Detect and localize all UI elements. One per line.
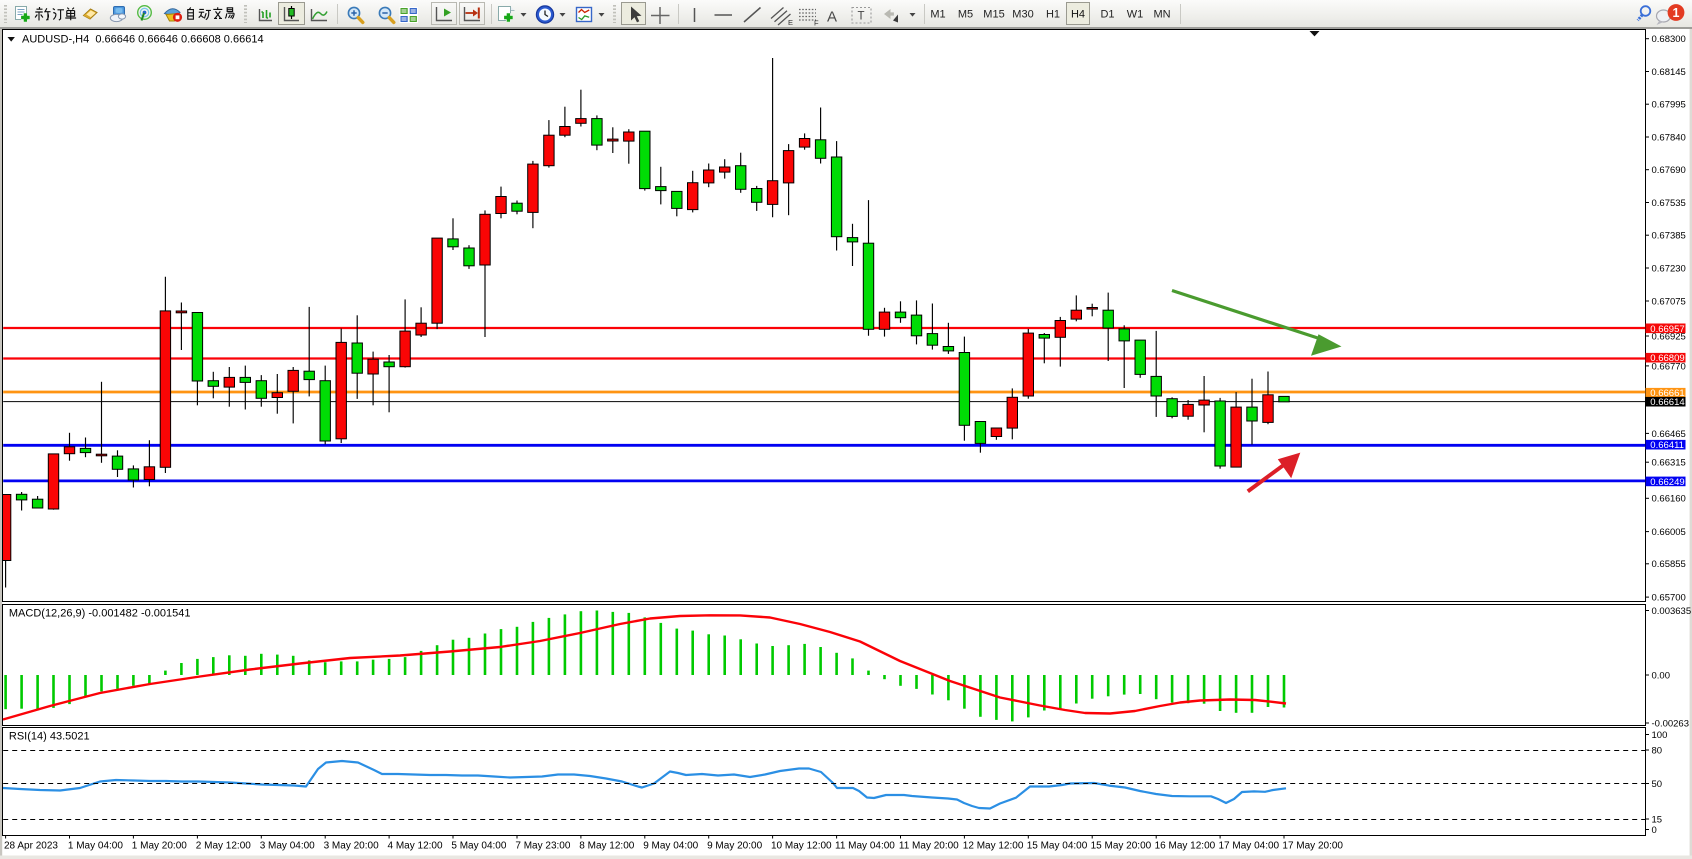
svg-text:80: 80: [1652, 746, 1663, 757]
svg-text:15: 15: [1652, 815, 1663, 826]
svg-text:10 May 12:00: 10 May 12:00: [771, 840, 832, 851]
svg-text:0.66411: 0.66411: [1650, 440, 1684, 451]
svg-text:0.66957: 0.66957: [1650, 324, 1684, 335]
svg-text:0.68145: 0.68145: [1652, 67, 1686, 78]
svg-text:17 May 20:00: 17 May 20:00: [1282, 840, 1343, 851]
svg-text:3 May 04:00: 3 May 04:00: [260, 840, 315, 851]
svg-text:28 Apr 2023: 28 Apr 2023: [4, 840, 58, 851]
svg-text:0.66809: 0.66809: [1650, 353, 1684, 364]
svg-text:0.003635: 0.003635: [1652, 606, 1692, 617]
svg-text:1: 1: [1673, 6, 1680, 20]
svg-text:11 May 04:00: 11 May 04:00: [835, 840, 895, 851]
svg-text:1 May 20:00: 1 May 20:00: [132, 840, 187, 851]
svg-text:H4: H4: [1071, 9, 1085, 21]
svg-text:MACD(12,26,9) -0.001482 -0.001: MACD(12,26,9) -0.001482 -0.001541: [9, 608, 191, 620]
svg-text:0.66005: 0.66005: [1652, 527, 1686, 538]
svg-text:15 May 04:00: 15 May 04:00: [1027, 840, 1088, 851]
svg-text:1 May 04:00: 1 May 04:00: [68, 840, 123, 851]
svg-text:E: E: [788, 18, 793, 27]
svg-text:0.67840: 0.67840: [1652, 132, 1686, 143]
svg-text:F: F: [814, 19, 819, 28]
svg-text:D1: D1: [1100, 9, 1114, 21]
svg-text:0: 0: [1652, 825, 1657, 836]
svg-text:0.66770: 0.66770: [1652, 361, 1686, 372]
svg-text:0.67075: 0.67075: [1652, 296, 1686, 307]
svg-text:M5: M5: [958, 9, 973, 21]
svg-text:0.66249: 0.66249: [1650, 477, 1684, 488]
svg-text:2 May 12:00: 2 May 12:00: [196, 840, 251, 851]
svg-text:50: 50: [1652, 779, 1663, 790]
svg-text:0.67385: 0.67385: [1652, 231, 1686, 242]
svg-text:12 May 12:00: 12 May 12:00: [963, 840, 1024, 851]
svg-text:0.66614: 0.66614: [1650, 397, 1684, 408]
svg-text:0.65855: 0.65855: [1652, 559, 1686, 570]
svg-text:0.68300: 0.68300: [1652, 34, 1686, 45]
svg-text:100: 100: [1652, 730, 1668, 741]
svg-text:4 May 12:00: 4 May 12:00: [388, 840, 443, 851]
svg-text:17 May 04:00: 17 May 04:00: [1219, 840, 1280, 851]
svg-text:0.66465: 0.66465: [1652, 429, 1686, 440]
svg-text:0.66925: 0.66925: [1652, 331, 1686, 342]
svg-text:11 May 20:00: 11 May 20:00: [899, 840, 959, 851]
svg-text:M30: M30: [1012, 9, 1033, 21]
svg-text:0.66661: 0.66661: [1650, 388, 1684, 399]
svg-text:9 May 20:00: 9 May 20:00: [707, 840, 762, 851]
svg-text:-0.00263: -0.00263: [1652, 719, 1690, 730]
svg-text:0.66160: 0.66160: [1652, 494, 1686, 505]
svg-text:15 May 20:00: 15 May 20:00: [1091, 840, 1152, 851]
svg-text:AUDUSD-,H4 0.66646 0.66646 0.: AUDUSD-,H4 0.66646 0.66646 0.66608 0.666…: [22, 34, 264, 46]
svg-text:0.67995: 0.67995: [1652, 100, 1686, 111]
svg-text:0.65700: 0.65700: [1652, 593, 1686, 604]
svg-text:0.00: 0.00: [1652, 671, 1671, 682]
svg-text:H1: H1: [1046, 9, 1060, 21]
svg-text:RSI(14) 43.5021: RSI(14) 43.5021: [9, 731, 90, 743]
svg-text:M1: M1: [930, 9, 945, 21]
svg-text:0.67535: 0.67535: [1652, 198, 1686, 209]
svg-text:W1: W1: [1127, 9, 1144, 21]
svg-text:T: T: [858, 11, 865, 23]
svg-text:3 May 20:00: 3 May 20:00: [324, 840, 379, 851]
svg-text:MN: MN: [1153, 9, 1170, 21]
svg-text:M15: M15: [983, 9, 1004, 21]
svg-text:16 May 12:00: 16 May 12:00: [1155, 840, 1216, 851]
svg-text:7 May 23:00: 7 May 23:00: [515, 840, 570, 851]
svg-text:9 May 04:00: 9 May 04:00: [643, 840, 698, 851]
svg-text:0.66315: 0.66315: [1652, 458, 1686, 469]
svg-text:8 May 12:00: 8 May 12:00: [579, 840, 634, 851]
svg-text:0.67230: 0.67230: [1652, 263, 1686, 274]
svg-text:0.67690: 0.67690: [1652, 165, 1686, 176]
svg-text:5 May 04:00: 5 May 04:00: [451, 840, 506, 851]
svg-text:A: A: [827, 9, 837, 26]
